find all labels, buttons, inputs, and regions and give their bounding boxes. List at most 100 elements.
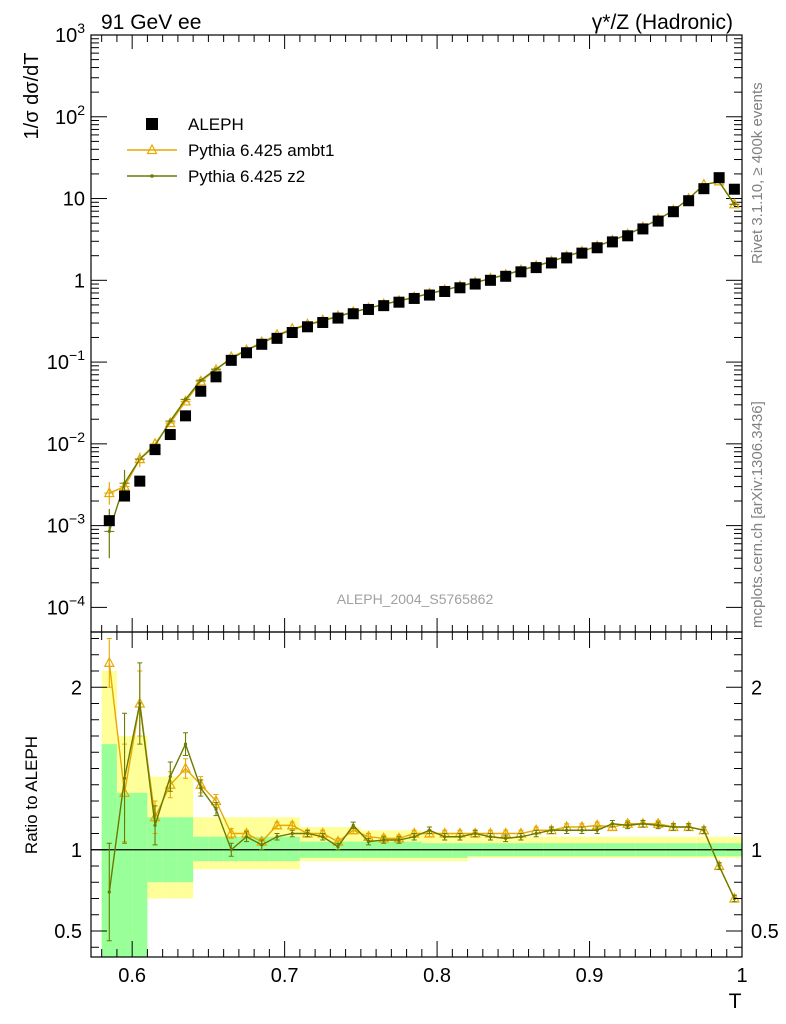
top-marker-aleph <box>256 338 268 350</box>
ratio-band-inner <box>452 843 468 858</box>
x-axis-label: T <box>729 990 742 1013</box>
ratio-band-inner <box>238 836 255 862</box>
ratio-marker-z2 <box>504 836 508 840</box>
legend: ALEPH Pythia 6.425 ambt1 Pythia 6.425 z2 <box>127 115 334 186</box>
top-marker-aleph <box>149 444 161 456</box>
ratio-marker-z2 <box>351 823 355 827</box>
top-marker-aleph <box>271 332 283 344</box>
top-marker-aleph <box>439 285 451 297</box>
ratio-marker-z2 <box>244 835 249 839</box>
ratio-marker-z2 <box>168 775 172 779</box>
x-tick-label: 0.7 <box>271 965 299 987</box>
top-axis-ticks: 10−4 10−3 10−2 10−1 1 10 102 103 <box>47 20 743 632</box>
top-marker-z2 <box>732 202 736 206</box>
top-marker-aleph <box>119 490 131 502</box>
ratio-marker-z2 <box>229 848 233 852</box>
top-marker-aleph <box>530 262 542 274</box>
top-marker-aleph <box>545 257 557 269</box>
top-marker-ambt1 <box>164 416 176 428</box>
ratio-marker-z2 <box>382 838 386 842</box>
x-tick-label: 0.9 <box>576 965 604 987</box>
ratio-marker-z2 <box>427 828 432 832</box>
top-marker-aleph <box>500 270 512 282</box>
ratio-marker-ambt1 <box>180 762 192 773</box>
ratio-marker-z2 <box>641 822 645 826</box>
ratio-series-layer <box>103 638 740 942</box>
ratio-band-inner <box>116 792 133 957</box>
ratio-ytick-label: 2 <box>71 677 82 699</box>
legend-label: Pythia 6.425 z2 <box>188 167 305 186</box>
ratio-band-inner <box>193 836 209 862</box>
top-ytick-label: 10 <box>63 189 85 211</box>
legend-label: Pythia 6.425 ambt1 <box>188 141 334 160</box>
ratio-marker-z2 <box>626 823 630 827</box>
ratio-band-inner <box>284 836 300 862</box>
top-ytick-label: 10−4 <box>47 592 85 619</box>
ratio-marker-z2 <box>580 828 584 832</box>
top-ytick-label: 10−1 <box>47 347 85 374</box>
top-marker-aleph <box>134 475 146 487</box>
top-ytick-label: 10−2 <box>47 429 85 456</box>
ratio-marker-z2 <box>412 835 416 839</box>
top-marker-aleph <box>423 289 435 301</box>
side-text-mcplots: mcplots.cern.ch [arXiv:1306.3436] <box>749 401 766 628</box>
top-marker-aleph <box>332 312 344 324</box>
ratio-marker-z2 <box>305 831 310 836</box>
ratio-marker-z2 <box>397 838 401 842</box>
x-tick-label: 1 <box>736 965 747 987</box>
top-marker-aleph <box>454 282 466 294</box>
top-marker-aleph <box>195 385 207 397</box>
main-plot-panel: 10−4 10−3 10−2 10−1 1 10 102 103 1/σ dσ/dT ALEP… <box>21 20 743 633</box>
ratio-marker-ambt1 <box>286 819 298 830</box>
top-marker-aleph <box>561 252 573 264</box>
ratio-marker-z2 <box>366 840 371 844</box>
top-marker-aleph <box>378 300 390 312</box>
ratio-marker-z2 <box>260 843 264 847</box>
top-ytick-label: 103 <box>55 20 85 47</box>
top-marker-aleph <box>652 215 664 227</box>
ratio-plot-panel: 0.5 0.51 12 20.6 0.7 0.8 0.9 1 Ratio to ALEPH T <box>22 631 779 1013</box>
ratio-marker-z2 <box>199 786 203 790</box>
header-right: γ*/Z (Hadronic) <box>592 11 733 34</box>
ratio-band-inner <box>437 843 453 858</box>
top-marker-aleph <box>103 515 115 527</box>
top-marker-aleph <box>622 230 634 242</box>
ratio-ytick-label: 0.5 <box>54 921 82 943</box>
ratio-marker-ambt1 <box>103 656 115 667</box>
top-marker-aleph <box>164 429 176 441</box>
legend-marker-z2 <box>150 174 154 178</box>
top-marker-aleph <box>301 321 313 333</box>
ratio-y-axis-label: Ratio to ALEPH <box>22 736 41 854</box>
ratio-marker-z2 <box>458 835 462 839</box>
ratio-ytick-label-right: 2 <box>751 677 762 699</box>
ratio-marker-ambt1 <box>606 820 618 832</box>
top-marker-aleph <box>393 296 405 308</box>
legend-marker-aleph <box>146 118 158 130</box>
ratio-axis-ticks: 0.5 0.51 12 20.6 0.7 0.8 0.9 1 <box>54 632 779 987</box>
top-marker-aleph <box>606 236 618 248</box>
ratio-marker-z2 <box>687 825 691 829</box>
top-marker-z2 <box>199 378 203 382</box>
ratio-marker-z2 <box>473 831 477 836</box>
top-marker-aleph <box>637 223 649 235</box>
top-marker-aleph <box>210 371 222 383</box>
top-marker-aleph <box>484 274 496 286</box>
ratio-marker-z2 <box>534 831 538 836</box>
top-marker-z2 <box>183 397 188 401</box>
ratio-marker-z2 <box>488 835 493 839</box>
top-marker-ambt1 <box>728 198 740 209</box>
ratio-ytick-label: 1 <box>71 840 82 862</box>
top-marker-aleph <box>667 206 679 218</box>
ratio-marker-z2 <box>275 835 279 839</box>
ratio-band-inner <box>421 843 438 858</box>
x-tick-label: 0.6 <box>118 965 146 987</box>
top-marker-aleph <box>317 316 329 328</box>
ratio-band-inner <box>132 792 148 957</box>
top-marker-z2 <box>168 419 172 423</box>
ratio-marker-z2 <box>717 864 721 868</box>
ratio-marker-z2 <box>321 835 325 839</box>
ratio-band-layer <box>91 671 742 957</box>
ratio-ytick-label-right: 1 <box>751 840 762 862</box>
ratio-marker-z2 <box>138 701 142 706</box>
